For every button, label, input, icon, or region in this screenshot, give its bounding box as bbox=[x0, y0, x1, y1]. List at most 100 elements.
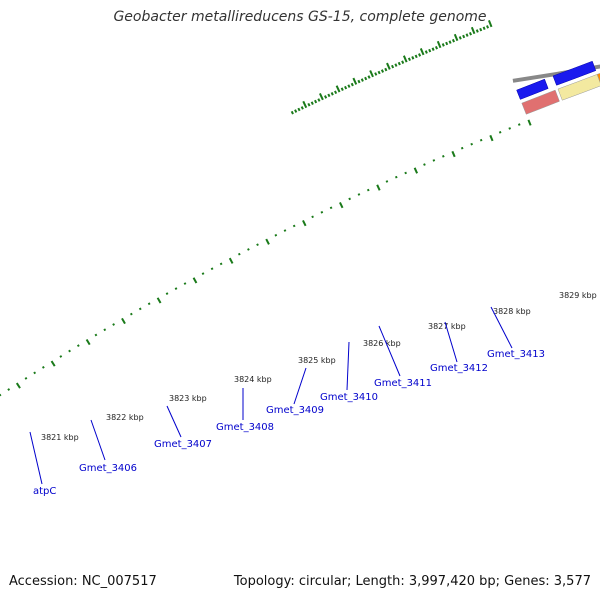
outer-tick bbox=[486, 25, 490, 29]
misc-feature bbox=[557, 74, 600, 101]
outer-tick bbox=[391, 64, 395, 69]
inner-tick bbox=[24, 376, 28, 380]
outer-tick bbox=[468, 31, 472, 36]
inner-tick bbox=[432, 159, 436, 162]
inner-tick bbox=[385, 180, 389, 183]
inner-tick bbox=[121, 317, 126, 325]
outer-tick bbox=[360, 78, 364, 82]
outer-tick bbox=[465, 33, 469, 37]
outer-tick bbox=[394, 63, 398, 67]
inner-tick bbox=[0, 393, 2, 397]
outer-tick-ring bbox=[290, 20, 493, 115]
outer-tick bbox=[300, 106, 304, 110]
inner-tick bbox=[348, 197, 351, 201]
inner-tick bbox=[41, 365, 45, 369]
misc-feature bbox=[596, 73, 600, 83]
scale-label: 3823 kbp bbox=[169, 394, 207, 403]
inner-tick bbox=[228, 257, 234, 264]
inner-tick bbox=[50, 360, 56, 367]
gene-leader-line bbox=[490, 306, 513, 349]
outer-tick bbox=[448, 40, 452, 44]
inner-tick bbox=[165, 292, 169, 295]
gene-label: Gmet_3409 bbox=[266, 405, 324, 416]
inner-tick bbox=[7, 388, 11, 391]
inner-tick bbox=[479, 138, 483, 142]
gene-label: Gmet_3407 bbox=[154, 439, 212, 450]
outer-tick bbox=[357, 79, 361, 84]
scale-label: 3829 kbp bbox=[559, 291, 597, 300]
scale-label: 3821 kbp bbox=[41, 433, 79, 442]
inner-tick bbox=[274, 233, 278, 237]
misc-feature bbox=[521, 89, 560, 115]
inner-tick bbox=[357, 193, 361, 196]
outer-tick bbox=[317, 98, 321, 102]
forward-strand-features bbox=[516, 60, 597, 100]
outer-tick bbox=[482, 26, 486, 31]
outer-tick bbox=[428, 48, 432, 53]
inner-tick bbox=[302, 220, 307, 227]
gene-label: Gmet_3406 bbox=[79, 463, 137, 474]
inner-tick bbox=[376, 184, 381, 191]
gene-leader-line bbox=[90, 419, 106, 461]
cds-forward-feature bbox=[552, 60, 597, 86]
gene-leader-line bbox=[444, 321, 458, 363]
scale-label: 3826 kbp bbox=[363, 339, 401, 348]
gene-label: Gmet_3411 bbox=[374, 378, 432, 389]
gene-leader-line bbox=[346, 341, 350, 391]
inner-tick bbox=[441, 154, 445, 158]
outer-tick bbox=[290, 110, 294, 115]
outer-tick bbox=[487, 20, 493, 28]
outer-tick bbox=[307, 102, 311, 107]
outer-tick bbox=[401, 60, 405, 64]
scale-labels: 3821 kbp 3822 kbp 3823 kbp 3824 kbp 3825 kbp… bbox=[41, 291, 597, 442]
outer-tick bbox=[302, 100, 308, 109]
accession-label: Accession: NC_007517 bbox=[9, 574, 157, 589]
inner-tick bbox=[85, 338, 91, 346]
outer-tick bbox=[310, 101, 314, 105]
inner-tick bbox=[103, 328, 107, 332]
outer-tick bbox=[327, 93, 331, 98]
outer-tick bbox=[479, 27, 483, 32]
inner-tick bbox=[94, 333, 98, 337]
outer-tick bbox=[411, 56, 415, 60]
outer-tick bbox=[462, 34, 466, 39]
outer-tick bbox=[424, 50, 428, 54]
inner-tick bbox=[76, 344, 80, 348]
scale-label: 3828 kbp bbox=[493, 307, 531, 316]
inner-tick bbox=[498, 131, 502, 134]
inner-tick bbox=[329, 206, 333, 210]
outer-tick bbox=[445, 41, 449, 46]
inner-tick bbox=[451, 150, 456, 158]
inner-tick bbox=[210, 267, 214, 271]
inner-tick bbox=[508, 127, 512, 130]
gene-leader-line bbox=[29, 431, 43, 485]
outer-tick bbox=[470, 26, 476, 35]
inner-tick bbox=[423, 163, 426, 166]
inner-tick bbox=[517, 123, 521, 126]
gene-leader-line bbox=[378, 325, 401, 377]
inner-tick-ring bbox=[0, 119, 532, 397]
outer-tick bbox=[369, 70, 374, 78]
inner-tick bbox=[320, 210, 324, 214]
inner-tick bbox=[413, 167, 419, 174]
inner-tick bbox=[192, 277, 198, 284]
inner-tick bbox=[470, 142, 473, 146]
inner-tick bbox=[339, 201, 344, 209]
backbone-arc bbox=[512, 64, 600, 83]
outer-tick bbox=[367, 75, 371, 79]
outer-tick bbox=[314, 99, 318, 104]
outer-tick bbox=[319, 93, 324, 101]
outer-tick bbox=[344, 85, 348, 90]
inner-tick bbox=[156, 297, 162, 304]
inner-tick bbox=[460, 146, 464, 150]
outer-tick bbox=[340, 87, 344, 91]
inner-tick bbox=[68, 349, 71, 353]
outer-tick bbox=[418, 53, 422, 57]
outer-tick bbox=[335, 85, 341, 93]
outer-tick bbox=[414, 54, 418, 59]
outer-tick bbox=[377, 70, 381, 75]
gene-label: Gmet_3408 bbox=[216, 422, 274, 433]
inner-tick bbox=[366, 188, 370, 192]
gene-label: atpC bbox=[33, 486, 56, 497]
